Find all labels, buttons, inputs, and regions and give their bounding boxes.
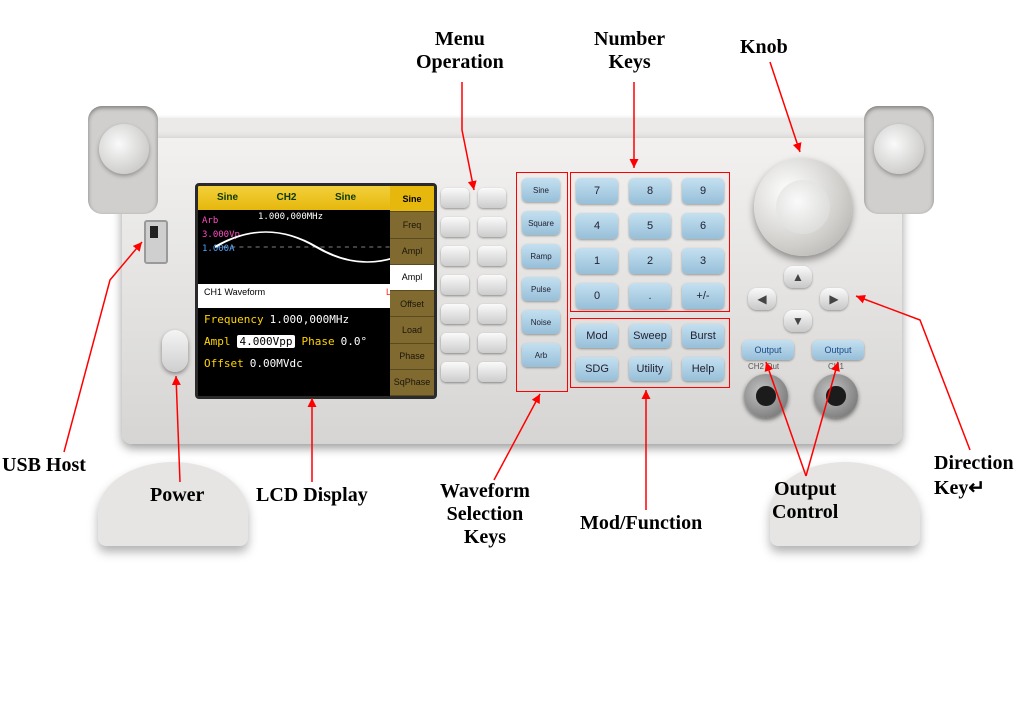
menu-softkey-column	[441, 188, 469, 382]
direction-keypad: ▲ ▼ ◀ ▶	[740, 266, 856, 334]
label-direction-key: Direction Key↵	[934, 452, 1014, 500]
dir-left[interactable]: ◀	[748, 288, 776, 310]
label-waveform-keys: Waveform Selection Keys	[440, 480, 530, 549]
label-lcd-display: LCD Display	[256, 484, 368, 507]
softkey[interactable]	[441, 333, 469, 353]
softkey[interactable]	[441, 304, 469, 324]
lcd-menu-item: Load	[390, 317, 434, 343]
softkey[interactable]	[441, 188, 469, 208]
lcd-menu-item: SqPhase	[390, 370, 434, 396]
softkey[interactable]	[478, 275, 506, 295]
lcd-val: 0.0°	[341, 335, 368, 348]
lcd-val: 1.000,000MHz	[270, 313, 349, 326]
hinge-left	[99, 124, 149, 174]
lcd-info-left: CH1 Waveform	[204, 287, 265, 305]
dir-up[interactable]: ▲	[784, 266, 812, 288]
redbox-numbers	[570, 172, 730, 312]
softkey[interactable]	[441, 362, 469, 382]
softkey[interactable]	[478, 362, 506, 382]
label-power: Power	[150, 484, 204, 507]
menu-softkey-column-2	[478, 188, 506, 382]
lcd-key: Ampl	[204, 335, 231, 348]
lcd-val: 0.00MVdc	[250, 357, 303, 370]
lcd-menu-item: Ampl	[390, 265, 434, 291]
usb-host-port[interactable]	[144, 220, 168, 264]
lcd-menu-item: Offset	[390, 291, 434, 317]
label-number-keys: Number Keys	[594, 28, 665, 74]
lcd-freq-readout: 1.000,000MHz	[258, 212, 323, 222]
output-ch1-button[interactable]: Output	[812, 340, 864, 360]
lcd-key: Frequency	[204, 313, 264, 326]
label-mod-function: Mod/Function	[580, 512, 702, 535]
softkey[interactable]	[478, 188, 506, 208]
lcd-tab: Sine	[198, 186, 257, 210]
label-knob: Knob	[740, 36, 788, 59]
dir-right[interactable]: ▶	[820, 288, 848, 310]
rotary-knob[interactable]	[754, 158, 852, 256]
softkey[interactable]	[441, 275, 469, 295]
lcd-menu-item: Phase	[390, 344, 434, 370]
softkey[interactable]	[441, 217, 469, 237]
softkey[interactable]	[478, 246, 506, 266]
lcd-menu-item: Freq	[390, 212, 434, 238]
label-menu-operation: Menu Operation	[416, 28, 504, 74]
redbox-modfunc	[570, 318, 730, 388]
lcd-tab: Sine	[316, 186, 375, 210]
dir-down[interactable]: ▼	[784, 310, 812, 332]
lcd-mark: Arb	[202, 216, 218, 226]
softkey[interactable]	[478, 304, 506, 324]
sine-wave-icon	[215, 227, 418, 267]
softkey[interactable]	[441, 246, 469, 266]
output-ch2-button[interactable]: Output	[742, 340, 794, 360]
lcd-tab: CH2	[257, 186, 316, 210]
ch-label: CH1	[828, 362, 844, 371]
label-usb-host: USB Host	[2, 454, 86, 477]
lcd-menu-title: Sine	[390, 186, 434, 212]
bnc-ch1[interactable]	[814, 374, 858, 418]
lcd-display: Sine CH2 Sine CH1 Arb 3.000Vp 1.000A 1.0…	[195, 183, 437, 399]
lcd-side-menu: Sine Freq Ampl Ampl Offset Load Phase Sq…	[390, 186, 434, 396]
lcd-val: 4.000Vpp	[237, 335, 296, 348]
softkey[interactable]	[478, 333, 506, 353]
lcd-key: Offset	[204, 357, 244, 370]
hinge-right	[874, 124, 924, 174]
bnc-ch2[interactable]	[744, 374, 788, 418]
redbox-waveform	[516, 172, 568, 392]
handle	[132, 118, 890, 140]
label-output-control: Output Control	[772, 478, 838, 524]
softkey[interactable]	[478, 217, 506, 237]
lcd-menu-item: Ampl	[390, 239, 434, 265]
power-button[interactable]	[162, 330, 188, 372]
lcd-key: Phase	[301, 335, 334, 348]
ch-label: CH2 Out	[748, 362, 779, 371]
